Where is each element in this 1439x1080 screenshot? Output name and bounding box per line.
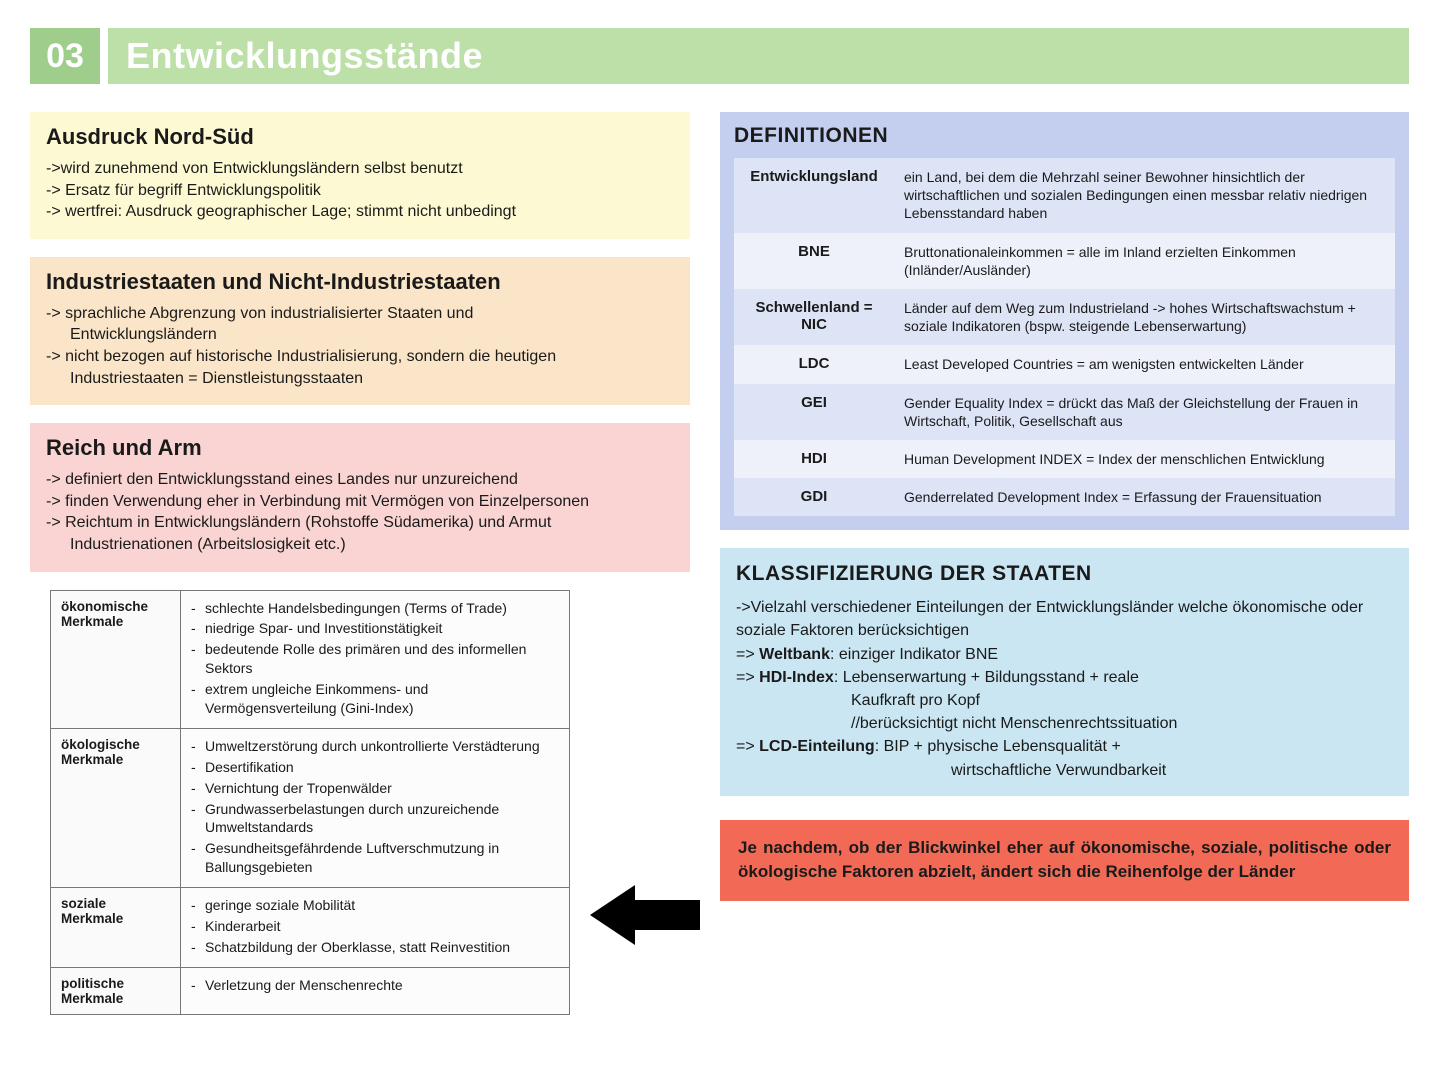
block-title: Ausdruck Nord-Süd (46, 124, 674, 150)
definition-desc: Länder auf dem Weg zum Industrieland -> … (894, 289, 1395, 345)
klass-line: => HDI-Index: Lebenserwartung + Bildungs… (736, 666, 1393, 689)
merkmal-body: geringe soziale Mobilität Kinderarbeit Sch… (181, 888, 570, 968)
definitionen-title: DEFINITIONEN (734, 124, 1395, 148)
table-row: soziale Merkmalegeringe soziale Mobilitä… (51, 888, 570, 968)
table-row: Entwicklungslandein Land, bei dem die Me… (734, 158, 1395, 233)
list-item: Schatzbildung der Oberklasse, statt Rein… (191, 938, 559, 957)
klassifizierung-block: KLASSIFIZIERUNG DER STAATEN ->Vielzahl v… (720, 548, 1409, 796)
header-number: 03 (30, 28, 100, 84)
block-reich-arm: Reich und Arm -> definiert den Entwicklu… (30, 423, 690, 571)
block-line: Industriestaaten = Dienstleistungsstaate… (46, 368, 674, 390)
block-line: -> nicht bezogen auf historische Industr… (46, 346, 674, 368)
list-item: niedrige Spar- und Investitionstätigkeit (191, 619, 559, 638)
definition-term: LDC (734, 345, 894, 383)
definition-desc: Human Development INDEX = Index der mens… (894, 440, 1395, 478)
definitionen-table: Entwicklungslandein Land, bei dem die Me… (734, 158, 1395, 516)
table-row: BNEBruttonationaleinkommen = alle im Inl… (734, 233, 1395, 289)
block-line: -> finden Verwendung eher in Verbindung … (46, 491, 674, 513)
definition-desc: Least Developed Countries = am wenigsten… (894, 345, 1395, 383)
merkmal-body: schlechte Handelsbedingungen (Terms of T… (181, 590, 570, 728)
klassifizierung-title: KLASSIFIZIERUNG DER STAATEN (736, 562, 1393, 586)
arrow-left-icon (590, 880, 700, 950)
table-row: GDIGenderrelated Development Index = Erf… (734, 478, 1395, 516)
definition-desc: Gender Equality Index = drückt das Maß d… (894, 384, 1395, 440)
list-item: schlechte Handelsbedingungen (Terms of T… (191, 599, 559, 618)
page-header: 03 Entwicklungsstände (30, 28, 1409, 84)
merkmal-head: soziale Merkmale (51, 888, 181, 968)
block-title: Industriestaaten und Nicht-Industriestaa… (46, 269, 674, 295)
list-item: geringe soziale Mobilität (191, 896, 559, 915)
list-item: Desertifikation (191, 758, 559, 777)
main-columns: Ausdruck Nord-Süd ->wird zunehmend von E… (30, 112, 1409, 1015)
table-row: ökonomische Merkmale schlechte Handelsbed… (51, 590, 570, 728)
definition-term: HDI (734, 440, 894, 478)
list-item: bedeutende Rolle des primären und des in… (191, 640, 559, 678)
klass-line: wirtschaftliche Verwundbarkeit (736, 759, 1393, 782)
table-row: politische Merkmale Verletzung der Mensch… (51, 967, 570, 1014)
definition-desc: Genderrelated Development Index = Erfass… (894, 478, 1395, 516)
callout-box: Je nachdem, ob der Blickwinkel eher auf … (720, 820, 1409, 901)
list-item: Grundwasserbelastungen durch unzureichen… (191, 800, 559, 838)
list-item: Vernichtung der Tropenwälder (191, 779, 559, 798)
definition-term: Entwicklungsland (734, 158, 894, 233)
definition-term: GEI (734, 384, 894, 440)
definition-term: BNE (734, 233, 894, 289)
merkmal-body: Verletzung der Menschenrechte (181, 967, 570, 1014)
header-title: Entwicklungsstände (108, 28, 1409, 84)
table-row: Schwellenland = NICLänder auf dem Weg zu… (734, 289, 1395, 345)
list-item: Umweltzerstörung durch unkontrollierte V… (191, 737, 559, 756)
block-line: -> wertfrei: Ausdruck geographischer Lag… (46, 201, 674, 223)
merkmal-head: politische Merkmale (51, 967, 181, 1014)
klass-line: ->Vielzahl verschiedener Einteilungen de… (736, 596, 1393, 642)
block-line: -> sprachliche Abgrenzung von industrial… (46, 303, 674, 325)
table-row: ökologische Merkmale Umweltzerstörung dur… (51, 728, 570, 887)
table-row: HDIHuman Development INDEX = Index der m… (734, 440, 1395, 478)
block-title: Reich und Arm (46, 435, 674, 461)
block-nord-sued: Ausdruck Nord-Süd ->wird zunehmend von E… (30, 112, 690, 239)
table-row: LDCLeast Developed Countries = am wenigs… (734, 345, 1395, 383)
definitionen-block: DEFINITIONEN Entwicklungslandein Land, b… (720, 112, 1409, 530)
right-column: DEFINITIONEN Entwicklungslandein Land, b… (720, 112, 1409, 1015)
block-line: -> Ersatz für begriff Entwicklungspoliti… (46, 180, 674, 202)
list-item: extrem ungleiche Einkommens- und Vermöge… (191, 680, 559, 718)
block-line: Entwicklungsländern (46, 324, 674, 346)
block-line: Industrienationen (Arbeitslosigkeit etc.… (46, 534, 674, 556)
merkmal-body: Umweltzerstörung durch unkontrollierte V… (181, 728, 570, 887)
klass-line: Kaufkraft pro Kopf (736, 689, 1393, 712)
block-line: -> Reichtum in Entwicklungsländern (Rohs… (46, 512, 674, 534)
klass-line: => LCD-Einteilung: BIP + physische Leben… (736, 735, 1393, 758)
merkmal-head: ökonomische Merkmale (51, 590, 181, 728)
list-item: Kinderarbeit (191, 917, 559, 936)
list-item: Verletzung der Menschenrechte (191, 976, 559, 995)
klass-line: => Weltbank: einziger Indikator BNE (736, 643, 1393, 666)
header-gap (100, 28, 108, 84)
block-line: ->wird zunehmend von Entwicklungsländern… (46, 158, 674, 180)
block-line: -> definiert den Entwicklungsstand eines… (46, 469, 674, 491)
klass-line: //berücksichtigt nicht Menschenrechtssit… (736, 712, 1393, 735)
merkmale-table: ökonomische Merkmale schlechte Handelsbed… (50, 590, 570, 1015)
merkmal-head: ökologische Merkmale (51, 728, 181, 887)
definition-term: GDI (734, 478, 894, 516)
block-industrie: Industriestaaten und Nicht-Industriestaa… (30, 257, 690, 405)
list-item: Gesundheitsgefährdende Luftverschmutzung… (191, 839, 559, 877)
definition-desc: Bruttonationaleinkommen = alle im Inland… (894, 233, 1395, 289)
definition-term: Schwellenland = NIC (734, 289, 894, 345)
definition-desc: ein Land, bei dem die Mehrzahl seiner Be… (894, 158, 1395, 233)
table-row: GEIGender Equality Index = drückt das Ma… (734, 384, 1395, 440)
